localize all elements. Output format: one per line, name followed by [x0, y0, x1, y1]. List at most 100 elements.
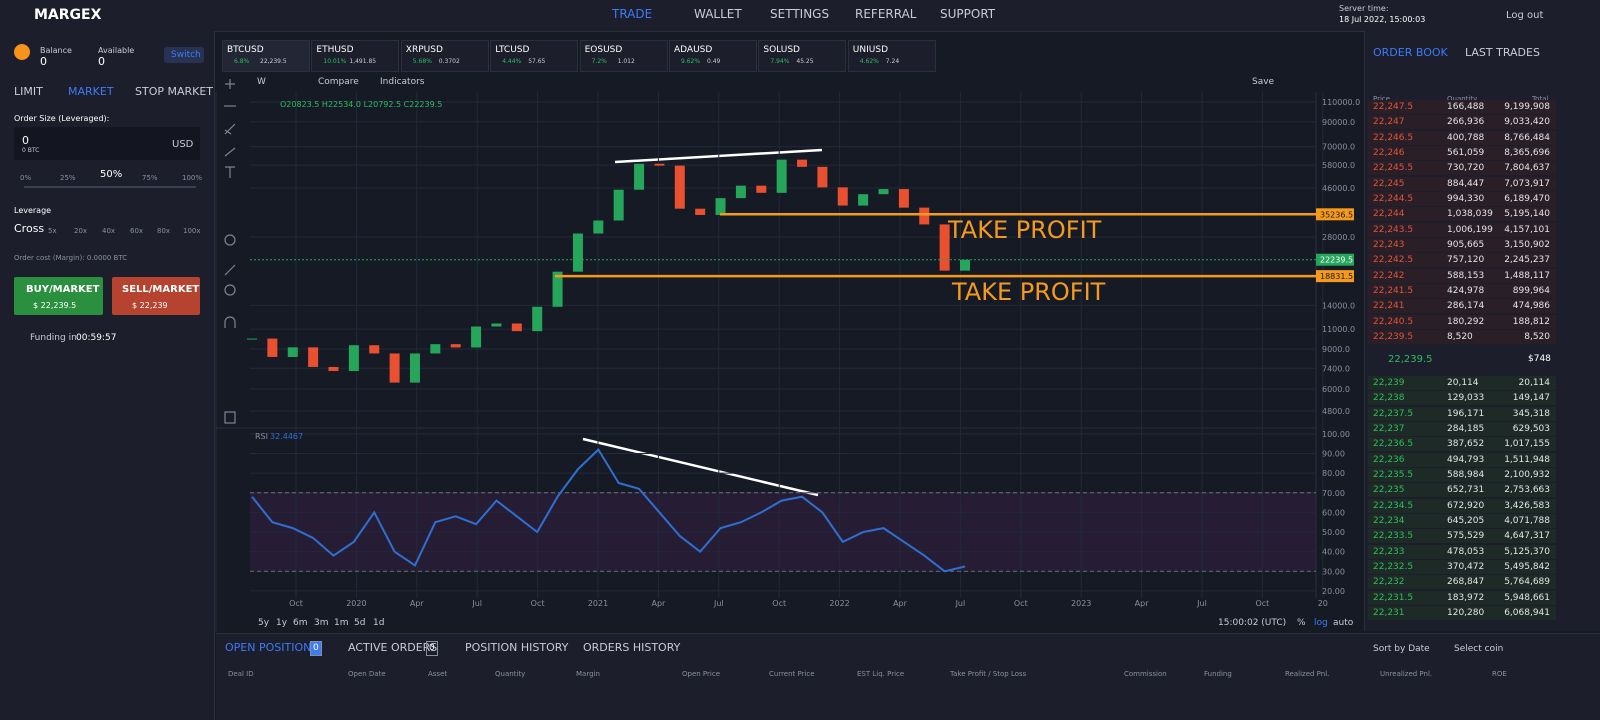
ob-row[interactable] [1368, 605, 1556, 620]
order-tab[interactable]: STOP MARKET [135, 85, 214, 98]
range-button[interactable]: 5y [258, 618, 270, 628]
ob-row[interactable] [1368, 222, 1556, 237]
ob-row[interactable] [1368, 329, 1556, 344]
ob-row[interactable] [1368, 391, 1556, 406]
price-tag [1316, 208, 1354, 221]
ticker-card[interactable] [311, 40, 400, 72]
ob-row[interactable] [1368, 529, 1556, 544]
ob-row[interactable] [1368, 115, 1556, 130]
tool-icon [224, 123, 236, 135]
candle [960, 259, 970, 271]
candle [267, 338, 278, 357]
candle [348, 345, 359, 371]
ob-row[interactable] [1368, 498, 1556, 513]
switch-button[interactable] [164, 47, 204, 63]
ob-tab[interactable]: ORDER BOOK [1373, 46, 1448, 59]
range-button[interactable]: 1d [373, 618, 385, 628]
switch[interactable]: Switch [171, 50, 201, 60]
positions-header: Take Profit / Stop Loss [950, 670, 1027, 678]
leverage-mark: 80x [157, 227, 171, 235]
scale-option[interactable]: auto [1333, 618, 1354, 628]
ob-row[interactable] [1368, 544, 1556, 559]
ticker-card[interactable] [222, 40, 310, 72]
ob-row[interactable] [1368, 191, 1556, 206]
ob-row[interactable] [1368, 237, 1556, 252]
positions-header: Deal ID [228, 670, 254, 678]
ob-row[interactable] [1368, 513, 1556, 528]
logout[interactable]: Log out [1506, 10, 1544, 21]
ob-total: 5,125,370 [1504, 546, 1550, 557]
ticker-card[interactable] [579, 40, 668, 72]
x-tick-label: 2022 [829, 599, 849, 608]
order-cost: Order cost (Margin): 0.0000 BTC [14, 254, 128, 262]
ob-row[interactable] [1368, 268, 1556, 283]
nav-link[interactable]: SETTINGS [770, 7, 830, 21]
ob-price: 22,237 [1373, 423, 1405, 434]
ticker-card[interactable] [490, 40, 579, 72]
ob-row[interactable] [1368, 559, 1556, 574]
nav-link[interactable]: TRADE [612, 7, 653, 21]
order-tab[interactable]: MARKET [68, 85, 114, 98]
ob-row[interactable] [1368, 100, 1556, 114]
balance-label: Balance [40, 46, 72, 55]
nav-link[interactable]: SUPPORT [940, 7, 996, 21]
ob-tab[interactable]: LAST TRADES [1465, 46, 1540, 59]
annotation: TAKE PROFIT [947, 216, 1102, 244]
slider-track[interactable] [24, 186, 196, 188]
ob-row[interactable] [1368, 590, 1556, 605]
buy-label[interactable]: BUY/MARKET [26, 284, 100, 295]
sell-label[interactable]: SELL/MARKET [122, 284, 200, 295]
sell-button[interactable] [112, 277, 200, 315]
range-button[interactable]: 1y [276, 618, 288, 628]
range-button[interactable]: 3m [314, 618, 329, 628]
trash-icon [224, 411, 236, 424]
ob-row[interactable] [1368, 299, 1556, 314]
save[interactable]: Save [1252, 77, 1275, 87]
range-button[interactable]: 1m [334, 618, 349, 628]
ob-row[interactable] [1368, 283, 1556, 298]
ob-row[interactable] [1368, 161, 1556, 176]
ob-price: 22,233 [1373, 546, 1405, 557]
buy-button[interactable] [14, 277, 103, 315]
nav-link[interactable]: WALLET [694, 7, 742, 21]
compare[interactable]: Compare [318, 77, 359, 87]
scale-option[interactable]: log [1314, 618, 1328, 628]
indicators[interactable]: Indicators [380, 77, 425, 87]
scale-option[interactable]: % [1297, 618, 1306, 628]
order-tab[interactable]: LIMIT [14, 85, 43, 98]
ob-row[interactable] [1368, 176, 1556, 191]
ob-row[interactable] [1368, 575, 1556, 590]
ticker-card[interactable] [669, 40, 757, 72]
ticker-card[interactable] [400, 40, 489, 72]
ob-row[interactable] [1368, 130, 1556, 145]
ob-row[interactable] [1368, 314, 1556, 329]
range-button[interactable]: 5d [354, 618, 366, 628]
ticker-symbol: ETHUSD [316, 45, 354, 55]
ob-row[interactable] [1368, 253, 1556, 268]
ob-row[interactable] [1368, 376, 1556, 390]
ob-row[interactable] [1368, 467, 1556, 482]
ticker-card[interactable] [758, 40, 847, 72]
coin-select[interactable]: Select coin [1454, 644, 1504, 654]
ob-row[interactable] [1368, 437, 1556, 452]
size-input[interactable] [14, 127, 200, 160]
ob-row[interactable] [1368, 452, 1556, 467]
positions-tab[interactable]: POSITION HISTORY [465, 641, 569, 654]
interval[interactable]: W [257, 77, 266, 87]
ob-row[interactable] [1368, 145, 1556, 160]
candle [572, 233, 583, 272]
buy-price: $ 22,239.5 [33, 301, 77, 310]
positions-tab[interactable]: ORDERS HISTORY [583, 641, 681, 654]
ticker-card[interactable] [847, 40, 936, 72]
ob-row[interactable] [1368, 406, 1556, 421]
positions-tab[interactable]: OPEN POSITIONS [225, 641, 319, 654]
ob-row[interactable] [1368, 421, 1556, 436]
logo: MARGEX [34, 7, 102, 23]
nav-link[interactable]: REFERRAL [855, 7, 917, 21]
positions-tab[interactable]: ACTIVE ORDERS [348, 641, 438, 654]
ob-row[interactable] [1368, 483, 1556, 498]
sort[interactable]: Sort by Date [1373, 644, 1430, 654]
ob-total: 3,426,583 [1504, 500, 1550, 511]
range-button[interactable]: 6m [293, 618, 308, 628]
ob-row[interactable] [1368, 207, 1556, 222]
